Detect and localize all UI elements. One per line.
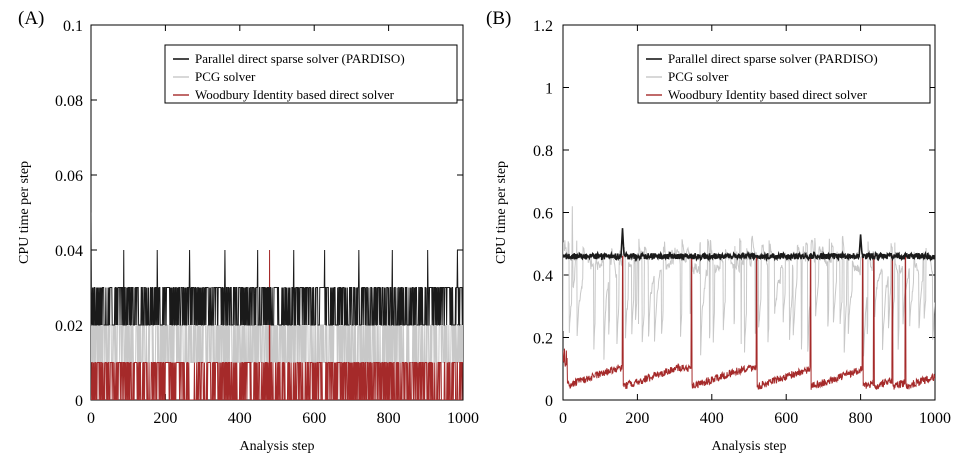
x-tick-label: 0 xyxy=(559,410,567,427)
series-line-1 xyxy=(91,324,463,363)
y-tick-label: 1.2 xyxy=(533,18,553,35)
panel-label: (A) xyxy=(18,8,44,29)
x-tick-label: 800 xyxy=(849,410,873,427)
y-tick-label: 0.02 xyxy=(55,318,83,335)
y-tick-label: 0.6 xyxy=(533,206,553,223)
series-group xyxy=(563,206,935,390)
y-tick-label: 0 xyxy=(75,393,83,410)
x-tick-label: 600 xyxy=(302,410,326,427)
legend-box xyxy=(164,44,458,104)
x-axis-label: Analysis step xyxy=(239,439,314,454)
y-tick-label: 0.1 xyxy=(63,18,83,35)
y-tick-label: 0 xyxy=(545,393,553,410)
chart-panel-b: (B) 0 200 400 600 800 1000 0 0.2 0.4 0.6 0.8 1 1.2 Ana… xyxy=(486,8,951,454)
y-tick-label: 0.08 xyxy=(55,93,83,110)
legend-label: PCG solver xyxy=(195,69,256,84)
y-tick-label: 0.2 xyxy=(533,331,553,348)
x-axis-label: Analysis step xyxy=(711,439,786,454)
legend-label: Woodbury Identity based direct solver xyxy=(195,87,395,102)
legend-label: Parallel direct sparse solver (PARDISO) xyxy=(668,51,878,66)
chart-panel-a: (A) 0 200 400 600 800 1000 0 0.02 0.04 0.06 0.08 0.1… xyxy=(17,8,479,454)
x-tick-label: 200 xyxy=(625,410,649,427)
y-tick-label: 1 xyxy=(545,81,553,98)
x-tick-label: 400 xyxy=(700,410,724,427)
legend-label: Woodbury Identity based direct solver xyxy=(668,87,868,102)
x-tick-label: 1000 xyxy=(919,410,951,427)
x-tick-label: 0 xyxy=(87,410,95,427)
y-tick-label: 0.06 xyxy=(55,168,83,185)
x-tick-label: 400 xyxy=(228,410,252,427)
x-tick-label: 1000 xyxy=(447,410,479,427)
series-line-2 xyxy=(563,255,935,390)
series-group xyxy=(91,212,463,400)
y-axis-label: CPU time per step xyxy=(17,161,32,264)
panel-label: (B) xyxy=(486,8,511,29)
x-tick-label: 800 xyxy=(377,410,401,427)
series-line-0 xyxy=(91,212,463,326)
series-line-0 xyxy=(563,228,935,263)
legend: Parallel direct sparse solver (PARDISO) P… xyxy=(637,44,931,104)
y-tick-label: 0.8 xyxy=(533,143,553,160)
legend: Parallel direct sparse solver (PARDISO) P… xyxy=(164,44,458,104)
x-tick-label: 200 xyxy=(153,410,177,427)
series-line-2 xyxy=(91,249,463,400)
y-tick-label: 0.04 xyxy=(55,243,83,260)
series-line-1 xyxy=(563,206,935,360)
x-tick-label: 600 xyxy=(774,410,798,427)
y-tick-label: 0.4 xyxy=(533,268,553,285)
legend-label: Parallel direct sparse solver (PARDISO) xyxy=(195,51,405,66)
legend-box xyxy=(637,44,931,104)
legend-label: PCG solver xyxy=(668,69,729,84)
y-axis-label: CPU time per step xyxy=(494,161,509,264)
